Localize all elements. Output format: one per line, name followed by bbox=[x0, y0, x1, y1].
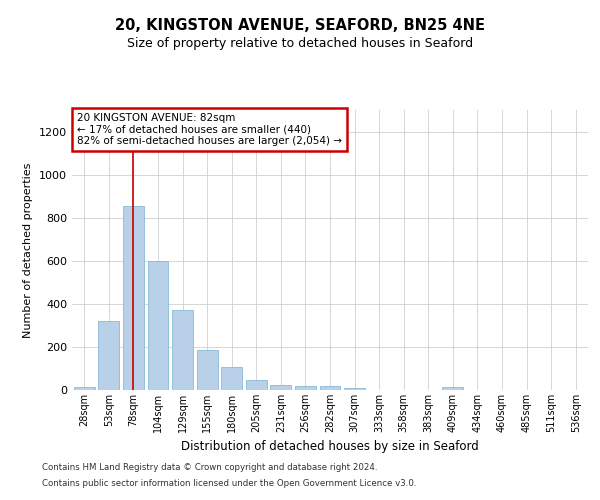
Bar bbox=[221, 368, 242, 390]
Bar bbox=[344, 388, 365, 390]
Bar bbox=[246, 380, 267, 390]
Text: Contains HM Land Registry data © Crown copyright and database right 2024.: Contains HM Land Registry data © Crown c… bbox=[42, 464, 377, 472]
Bar bbox=[320, 386, 340, 390]
Text: Contains public sector information licensed under the Open Government Licence v3: Contains public sector information licen… bbox=[42, 478, 416, 488]
Y-axis label: Number of detached properties: Number of detached properties bbox=[23, 162, 34, 338]
Bar bbox=[74, 387, 95, 390]
Bar bbox=[98, 321, 119, 390]
Text: 20 KINGSTON AVENUE: 82sqm
← 17% of detached houses are smaller (440)
82% of semi: 20 KINGSTON AVENUE: 82sqm ← 17% of detac… bbox=[77, 113, 342, 146]
Bar bbox=[295, 386, 316, 390]
Bar bbox=[442, 388, 463, 390]
X-axis label: Distribution of detached houses by size in Seaford: Distribution of detached houses by size … bbox=[181, 440, 479, 454]
Text: 20, KINGSTON AVENUE, SEAFORD, BN25 4NE: 20, KINGSTON AVENUE, SEAFORD, BN25 4NE bbox=[115, 18, 485, 32]
Bar bbox=[271, 386, 292, 390]
Text: Size of property relative to detached houses in Seaford: Size of property relative to detached ho… bbox=[127, 38, 473, 51]
Bar bbox=[148, 261, 169, 390]
Bar bbox=[123, 206, 144, 390]
Bar bbox=[172, 310, 193, 390]
Bar bbox=[197, 350, 218, 390]
